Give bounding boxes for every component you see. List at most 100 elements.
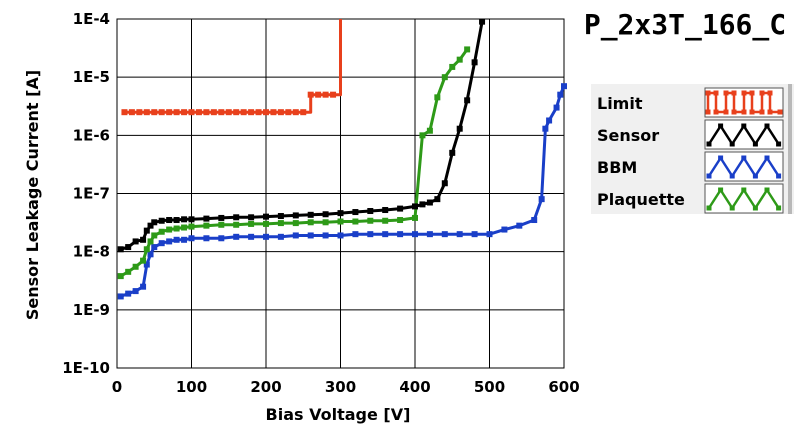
legend-marker-limit [749,109,755,115]
data-point-sensor [158,217,165,224]
data-point-bbm [233,233,240,240]
data-point-bbm [173,236,180,243]
data-point-sensor [277,213,284,220]
data-point-plaquette [352,218,359,225]
data-point-bbm [546,117,553,124]
data-point-sensor [132,238,139,245]
data-point-plaquette [456,56,463,63]
data-point-sensor [125,244,132,251]
legend-marker-bbm [776,173,782,179]
legend-marker-bbm [729,173,735,179]
data-point-sensor [307,211,314,218]
legend-marker-sensor [718,123,724,129]
data-point-sensor [464,97,471,104]
data-point-limit [307,91,314,98]
y-tick-label: 1E-4 [73,10,110,28]
data-point-bbm [561,83,567,90]
data-point-bbm [117,293,124,300]
data-point-bbm [456,231,463,238]
legend-marker-limit [713,109,719,115]
data-point-plaquette [132,263,139,270]
data-point-sensor [151,219,158,226]
x-tick-label: 600 [548,378,579,396]
data-point-plaquette [307,219,314,226]
x-tick-label: 200 [250,378,281,396]
data-point-plaquette [263,220,269,227]
data-point-sensor [382,207,389,214]
data-point-sensor [248,214,255,221]
data-point-plaquette [140,257,147,264]
data-point-plaquette [367,217,374,224]
data-point-limit [322,91,329,98]
legend-label-limit: Limit [597,94,643,113]
data-point-bbm [557,91,564,98]
x-tick-label: 500 [474,378,505,396]
data-point-limit [233,109,240,116]
legend-marker-plaquette [729,205,735,211]
data-point-plaquette [203,222,210,229]
data-point-limit [151,109,158,116]
data-point-bbm [382,231,389,238]
data-point-bbm [132,288,139,295]
legend-marker-limit [731,90,737,96]
legend-marker-limit [777,109,783,115]
data-point-plaquette [449,63,456,70]
data-point-sensor [441,180,448,187]
data-point-sensor [352,209,359,216]
legend-label-sensor: Sensor [597,126,659,145]
legend-marker-sensor [776,141,782,147]
data-point-bbm [218,235,225,242]
data-point-bbm [166,238,173,245]
data-point-plaquette [322,219,329,226]
data-point-limit [158,109,165,116]
data-point-sensor [337,210,344,217]
data-point-bbm [125,290,132,297]
data-point-limit [255,109,262,116]
legend-marker-limit [767,109,773,115]
data-point-plaquette [292,220,299,227]
data-point-bbm [367,231,374,238]
data-point-plaquette [337,218,344,225]
data-point-plaquette [426,127,433,134]
data-point-plaquette [166,226,173,233]
data-point-bbm [516,222,523,229]
data-point-limit [292,109,299,116]
data-point-bbm [277,233,284,240]
data-point-bbm [486,231,493,238]
data-point-sensor [188,216,195,223]
data-point-sensor [367,208,374,215]
y-tick-label: 1E-6 [73,126,110,144]
data-point-bbm [188,235,195,242]
series-limit [121,19,342,116]
x-tick-label: 100 [176,378,207,396]
data-point-sensor [412,203,418,210]
legend-marker-sensor [729,141,735,147]
legend-marker-bbm [752,173,758,179]
x-tick-label: 300 [325,378,356,396]
legend-marker-plaquette [718,187,724,193]
data-point-sensor [419,201,426,208]
data-point-bbm [307,232,314,239]
legend-marker-sensor [752,141,758,147]
data-point-sensor [322,211,329,218]
y-axis-label: Sensor Leakage Current [A] [23,70,42,320]
data-point-limit [166,109,173,116]
legend-marker-limit [767,90,773,96]
legend-marker-limit [723,90,729,96]
y-tick-label: 1E-8 [73,243,110,261]
legend-marker-limit [741,90,747,96]
legend: Limit Sensor BBM Plaquette [591,84,794,214]
legend-marker-plaquette [752,205,758,211]
data-point-limit [263,109,269,116]
data-point-sensor [147,222,154,229]
data-point-plaquette [464,46,471,53]
data-point-plaquette [419,132,426,139]
y-tick-label: 1E-7 [73,185,110,203]
series-layer [117,18,567,300]
data-point-bbm [397,231,404,238]
data-point-sensor [471,59,478,66]
legend-marker-limit [705,90,711,96]
data-point-sensor [181,216,188,223]
data-point-bbm [158,240,165,247]
data-point-plaquette [277,220,284,227]
